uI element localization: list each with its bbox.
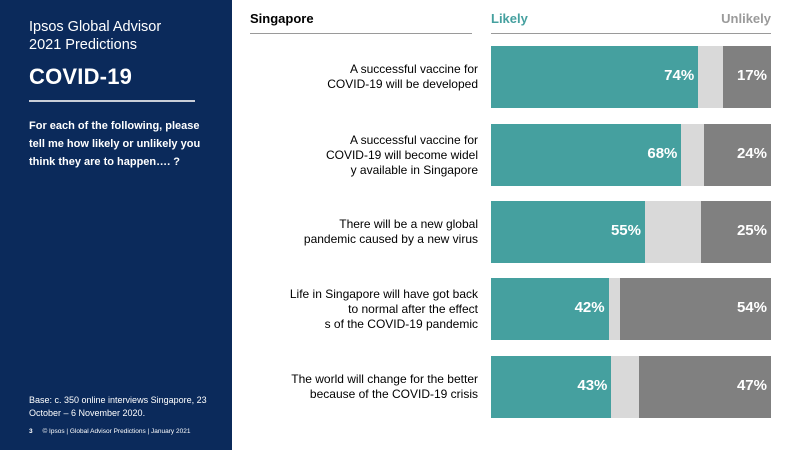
bar-segment-unlikely bbox=[639, 356, 771, 418]
value-label-likely: 43% bbox=[577, 377, 608, 394]
category-label-line: pandemic caused by a new virus bbox=[303, 232, 478, 246]
bar-segment-likely bbox=[491, 124, 682, 186]
bar-row: 74% 17% bbox=[491, 46, 771, 108]
bar-segment-unlikely bbox=[723, 46, 771, 108]
heading-divider bbox=[29, 100, 195, 102]
category-label-line: There will be a new global bbox=[339, 217, 478, 231]
category-label-line: COVID-19 will become widel bbox=[325, 147, 478, 162]
bar-segment-unlikely bbox=[703, 124, 771, 186]
report-title-line1: Ipsos Global Advisor bbox=[29, 19, 162, 35]
category-label-line: A successful vaccine for bbox=[349, 62, 478, 76]
bar-segment-neutral bbox=[645, 201, 701, 263]
report-title: Ipsos Global Advisor 2021 Predictions bbox=[29, 18, 161, 54]
bar-segment-neutral bbox=[681, 124, 704, 186]
category-label-line: COVID-19 will be developed bbox=[327, 77, 478, 91]
value-label-unlikely: 54% bbox=[736, 299, 767, 316]
value-label-likely: 68% bbox=[647, 145, 678, 162]
topic-heading: COVID-19 bbox=[29, 64, 133, 89]
bar-segment-neutral bbox=[611, 356, 640, 418]
value-label-likely: 55% bbox=[610, 222, 641, 239]
page-number: 3 bbox=[29, 428, 33, 435]
footer-text: © Ipsos | Global Advisor Predictions | J… bbox=[42, 428, 191, 435]
bar-segment-unlikely bbox=[619, 278, 771, 340]
base-note: Base: c. 350 online interviews Singapore… bbox=[29, 395, 207, 418]
bar-row: 55% 25% bbox=[491, 201, 771, 263]
bar-row: 42% 54% bbox=[491, 278, 771, 340]
category-label: There will be a new global pandemic cause… bbox=[240, 217, 478, 247]
category-label-line: because of the COVID-19 crisis bbox=[309, 387, 478, 401]
bar-segment-likely bbox=[491, 278, 609, 340]
region-header-rule bbox=[250, 33, 472, 34]
footer: 3 © Ipsos | Global Advisor Predictions |… bbox=[29, 428, 190, 435]
bar-row: 43% 47% bbox=[491, 356, 771, 418]
value-label-unlikely: 17% bbox=[736, 67, 767, 84]
category-label-line: s of the COVID-19 pandemic bbox=[324, 316, 478, 331]
category-label-line: Life in Singapore will have got back bbox=[289, 286, 478, 301]
report-title-line2: 2021 Predictions bbox=[29, 37, 138, 53]
region-header: Singapore bbox=[250, 11, 314, 26]
sidebar-panel: Ipsos Global Advisor 2021 Predictions CO… bbox=[0, 0, 232, 450]
category-label-line: to normal after the effect bbox=[348, 301, 478, 316]
category-label-line: A successful vaccine for bbox=[349, 132, 478, 147]
category-label-line: y available in Singapore bbox=[350, 162, 478, 177]
bar-segment-neutral bbox=[608, 278, 620, 340]
survey-question: For each of the following, please tell m… bbox=[29, 120, 201, 168]
legend-unlikely: Unlikely bbox=[721, 11, 771, 26]
category-label: Life in Singapore will have got back to n… bbox=[240, 287, 478, 332]
category-label: The world will change for the better beca… bbox=[240, 372, 478, 402]
legend-likely: Likely bbox=[491, 11, 528, 26]
value-label-likely: 42% bbox=[574, 299, 605, 316]
value-label-unlikely: 47% bbox=[736, 377, 767, 394]
value-label-likely: 74% bbox=[664, 67, 695, 84]
legend-header-rule bbox=[491, 33, 771, 34]
category-label: A successful vaccine for COVID-19 will be… bbox=[240, 133, 478, 178]
category-label-line: The world will change for the better bbox=[291, 372, 478, 386]
bar-segment-likely bbox=[491, 356, 612, 418]
bar-row: 68% 24% bbox=[491, 124, 771, 186]
bar-segment-neutral bbox=[698, 46, 724, 108]
bar-segment-likely bbox=[491, 201, 645, 263]
bar-segment-unlikely bbox=[701, 201, 771, 263]
bar-segment-likely bbox=[491, 46, 699, 108]
category-label: A successful vaccine for COVID-19 will be… bbox=[240, 62, 478, 92]
value-label-unlikely: 24% bbox=[736, 145, 767, 162]
value-label-unlikely: 25% bbox=[736, 222, 767, 239]
